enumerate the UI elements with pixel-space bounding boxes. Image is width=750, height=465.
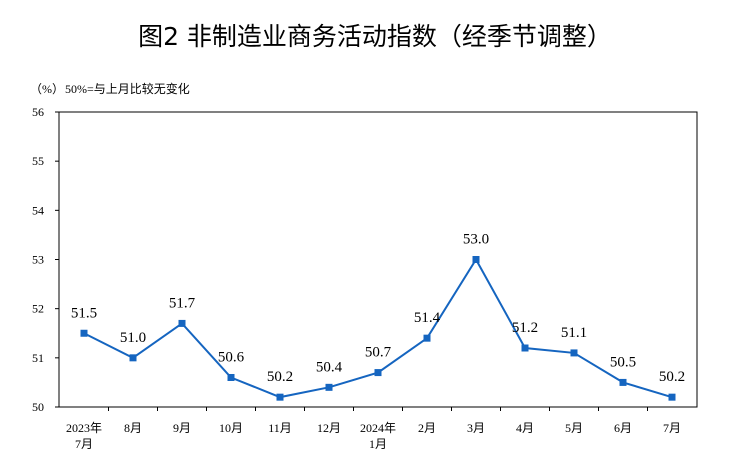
x-tick-label: 11月 <box>268 421 292 435</box>
y-tick-label: 50 <box>32 400 44 414</box>
data-label: 50.2 <box>267 369 293 385</box>
data-point <box>80 329 88 337</box>
data-label: 51.1 <box>561 325 587 341</box>
x-tick-label-line: 10月 <box>219 421 243 435</box>
data-point <box>178 319 186 327</box>
chart-note: 50%=与上月比较无变化 <box>65 81 190 96</box>
data-point <box>668 393 676 401</box>
x-tick-label-line: 6月 <box>614 421 632 435</box>
x-tick-label-line: 11月 <box>268 421 292 435</box>
x-tick-label: 6月 <box>614 421 632 435</box>
data-point <box>227 374 235 381</box>
y-tick-label: 56 <box>32 105 44 119</box>
x-tick-label-line: 5月 <box>565 421 583 435</box>
x-tick-label-line: 7月 <box>75 437 93 451</box>
plot-area <box>58 111 698 408</box>
y-tick-label: 55 <box>32 154 44 168</box>
data-point <box>374 369 382 377</box>
data-point <box>521 344 529 352</box>
x-tick-label: 3月 <box>467 421 485 435</box>
data-label: 50.5 <box>610 354 636 370</box>
data-label: 51.2 <box>512 320 538 336</box>
data-point <box>619 378 627 386</box>
x-tick-label-line: 8月 <box>124 421 142 435</box>
x-tick-label-line: 2023年 <box>66 421 102 435</box>
data-label: 51.7 <box>169 295 196 311</box>
y-tick-label: 51 <box>32 351 44 365</box>
data-point <box>423 334 431 342</box>
data-label: 50.7 <box>365 345 392 361</box>
x-axis: 2023年 7月 8月 9月 10月 11月 12月 2024年 1月 2月 3月 4月 5月 6月 7月 <box>66 407 681 451</box>
x-tick-label: 4月 <box>516 421 534 435</box>
x-tick-label-line: 2月 <box>418 421 436 435</box>
x-tick-label: 7月 <box>663 421 681 435</box>
data-label: 50.4 <box>316 359 343 375</box>
y-tick-label: 52 <box>32 302 44 316</box>
x-tick-label: 2023年 7月 <box>66 421 102 451</box>
x-tick-label-line: 3月 <box>467 421 485 435</box>
data-point <box>129 354 137 362</box>
x-tick-label: 10月 <box>219 421 243 435</box>
y-tick-label: 53 <box>32 253 44 267</box>
chart-title: 图2 非制造业商务活动指数（经季节调整） <box>138 22 612 51</box>
x-tick-label: 9月 <box>173 421 191 435</box>
x-tick-label-line: 7月 <box>663 421 681 435</box>
series-layer: 51.5 51.0 51.7 50.6 50.2 50.4 50.7 51.4 53.0 51.2… <box>71 232 685 401</box>
unit-label: （%） <box>30 82 64 96</box>
data-point <box>472 256 480 263</box>
x-tick-label: 2月 <box>418 421 436 435</box>
x-tick-label: 5月 <box>565 421 583 435</box>
data-point <box>570 349 578 357</box>
data-point <box>325 383 333 391</box>
data-label: 51.5 <box>71 305 97 321</box>
x-tick-label-line: 12月 <box>317 421 341 435</box>
x-tick-label-line: 4月 <box>516 421 534 435</box>
y-tick-label: 54 <box>32 203 44 217</box>
data-label: 51.4 <box>414 310 441 326</box>
data-point <box>276 393 284 401</box>
x-tick-label: 2024年 1月 <box>360 421 396 451</box>
x-tick-label: 12月 <box>317 421 341 435</box>
y-axis: 50 51 52 53 54 55 56 <box>32 105 59 414</box>
data-label: 51.0 <box>120 330 146 346</box>
data-label: 53.0 <box>463 232 489 248</box>
data-label: 50.6 <box>218 350 245 366</box>
x-tick-label-line: 2024年 <box>360 421 396 435</box>
data-label: 50.2 <box>659 369 685 385</box>
x-tick-label: 8月 <box>124 421 142 435</box>
x-tick-label-line: 9月 <box>173 421 191 435</box>
x-tick-label-line: 1月 <box>369 437 387 451</box>
